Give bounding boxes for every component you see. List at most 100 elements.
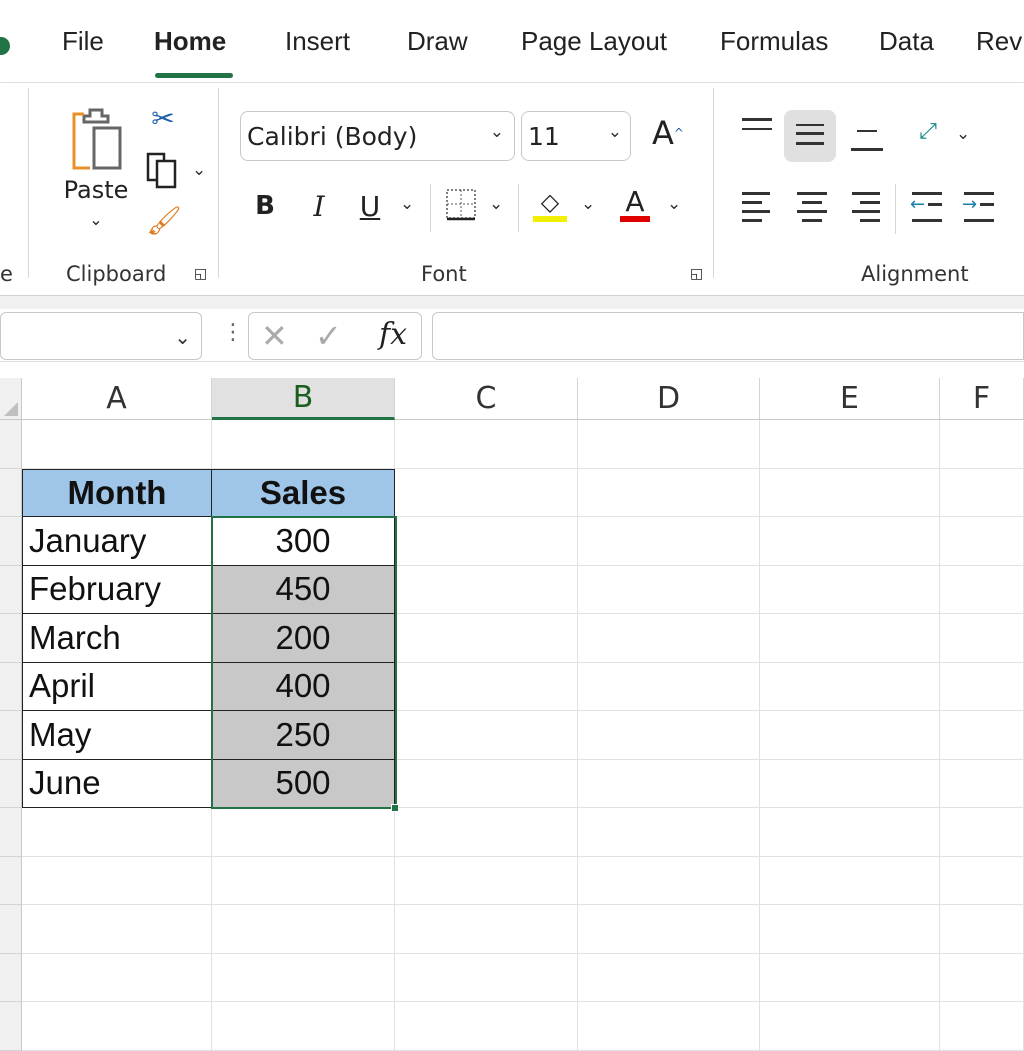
enter-icon[interactable]: ✓: [315, 317, 342, 355]
row-header[interactable]: [0, 517, 22, 566]
cell[interactable]: [212, 1002, 395, 1051]
cancel-icon[interactable]: ✕: [261, 317, 288, 355]
tab-page-layout[interactable]: Page Layout: [521, 26, 668, 56]
cell[interactable]: [578, 420, 760, 469]
cell[interactable]: [395, 711, 578, 760]
cell[interactable]: [578, 711, 760, 760]
cell[interactable]: [578, 517, 760, 566]
cell[interactable]: [578, 905, 760, 954]
sales-cell[interactable]: 250: [212, 711, 395, 760]
cell[interactable]: [578, 808, 760, 857]
orientation-dropdown-icon[interactable]: ⌄: [956, 124, 971, 144]
cell[interactable]: [940, 468, 1024, 517]
cell[interactable]: [760, 856, 940, 905]
fill-handle[interactable]: [391, 804, 399, 812]
cell[interactable]: [760, 565, 940, 614]
cell[interactable]: [395, 517, 578, 566]
column-header-c[interactable]: C: [395, 378, 578, 420]
name-box[interactable]: ⌄: [0, 312, 202, 360]
dialog-launcher-icon[interactable]: ◱: [690, 266, 704, 282]
cell[interactable]: [940, 808, 1024, 857]
cell[interactable]: [578, 856, 760, 905]
row-header[interactable]: [0, 662, 22, 711]
cell[interactable]: [578, 759, 760, 808]
cell[interactable]: [760, 662, 940, 711]
cell[interactable]: [212, 856, 395, 905]
cell[interactable]: [212, 420, 395, 469]
row-header[interactable]: [0, 905, 22, 954]
cell[interactable]: [940, 856, 1024, 905]
increase-font-size-button[interactable]: A ^: [652, 114, 684, 152]
cell[interactable]: [760, 468, 940, 517]
sales-cell[interactable]: 300: [212, 517, 395, 566]
fill-color-icon[interactable]: ◇: [532, 184, 568, 226]
cell[interactable]: [395, 953, 578, 1002]
italic-button[interactable]: I: [313, 189, 325, 223]
dialog-launcher-icon[interactable]: ◱: [194, 266, 208, 282]
row-header[interactable]: [0, 565, 22, 614]
middle-align-button[interactable]: [784, 110, 836, 162]
insert-function-button[interactable]: fx: [379, 317, 408, 352]
align-left-button[interactable]: [742, 192, 772, 222]
cell[interactable]: [395, 808, 578, 857]
align-center-button[interactable]: [797, 192, 827, 222]
tab-home[interactable]: Home: [154, 26, 227, 56]
top-align-button[interactable]: [742, 118, 772, 142]
underline-dropdown-icon[interactable]: ⌄: [400, 194, 415, 214]
month-cell[interactable]: June: [22, 759, 212, 808]
copy-dropdown-icon[interactable]: ⌄: [192, 160, 207, 180]
row-header[interactable]: [0, 614, 22, 663]
month-cell[interactable]: February: [22, 565, 212, 614]
cell[interactable]: [22, 856, 212, 905]
cell[interactable]: [760, 759, 940, 808]
cell[interactable]: [212, 953, 395, 1002]
tab-file[interactable]: File: [62, 26, 104, 56]
column-header-e[interactable]: E: [760, 378, 940, 420]
cell[interactable]: [940, 711, 1024, 760]
fill-color-dropdown-icon[interactable]: ⌄: [581, 194, 596, 214]
cell[interactable]: [395, 565, 578, 614]
cell[interactable]: [940, 662, 1024, 711]
align-right-button[interactable]: [850, 192, 880, 222]
month-cell[interactable]: May: [22, 711, 212, 760]
tab-formulas[interactable]: Formulas: [720, 26, 829, 56]
sales-cell[interactable]: 500: [212, 759, 395, 808]
cell[interactable]: [22, 420, 212, 469]
cell[interactable]: [22, 953, 212, 1002]
cell[interactable]: [395, 1002, 578, 1051]
table-header-cell[interactable]: Month: [22, 468, 212, 517]
row-header[interactable]: [0, 1002, 22, 1051]
cell[interactable]: [395, 905, 578, 954]
cell[interactable]: [395, 856, 578, 905]
cell[interactable]: [395, 420, 578, 469]
borders-dropdown-icon[interactable]: ⌄: [489, 194, 504, 214]
tab-data[interactable]: Data: [879, 26, 934, 56]
format-painter-icon[interactable]: 🖌: [146, 203, 182, 237]
month-cell[interactable]: January: [22, 517, 212, 566]
row-header[interactable]: [0, 953, 22, 1002]
cell[interactable]: [940, 517, 1024, 566]
select-all-button[interactable]: [0, 378, 22, 420]
bold-button[interactable]: B: [255, 191, 275, 221]
cell[interactable]: [940, 614, 1024, 663]
sales-cell[interactable]: 200: [212, 614, 395, 663]
tab-review[interactable]: Rev: [976, 26, 1023, 56]
cell[interactable]: [578, 565, 760, 614]
cell[interactable]: [940, 565, 1024, 614]
row-header[interactable]: [0, 808, 22, 857]
row-header[interactable]: [0, 420, 22, 469]
column-header-f[interactable]: F: [940, 378, 1024, 420]
cell[interactable]: [395, 468, 578, 517]
font-name-dropdown[interactable]: Calibri (Body) ⌄: [240, 111, 515, 161]
cell[interactable]: [578, 614, 760, 663]
formula-input[interactable]: [432, 312, 1024, 360]
underline-button[interactable]: U: [359, 189, 381, 223]
cell[interactable]: [940, 759, 1024, 808]
font-size-dropdown[interactable]: 11 ⌄: [521, 111, 631, 161]
row-header[interactable]: [0, 468, 22, 517]
font-color-dropdown-icon[interactable]: ⌄: [667, 194, 682, 214]
tab-draw[interactable]: Draw: [407, 26, 468, 56]
cell[interactable]: [212, 905, 395, 954]
cell[interactable]: [940, 905, 1024, 954]
cell[interactable]: [395, 759, 578, 808]
